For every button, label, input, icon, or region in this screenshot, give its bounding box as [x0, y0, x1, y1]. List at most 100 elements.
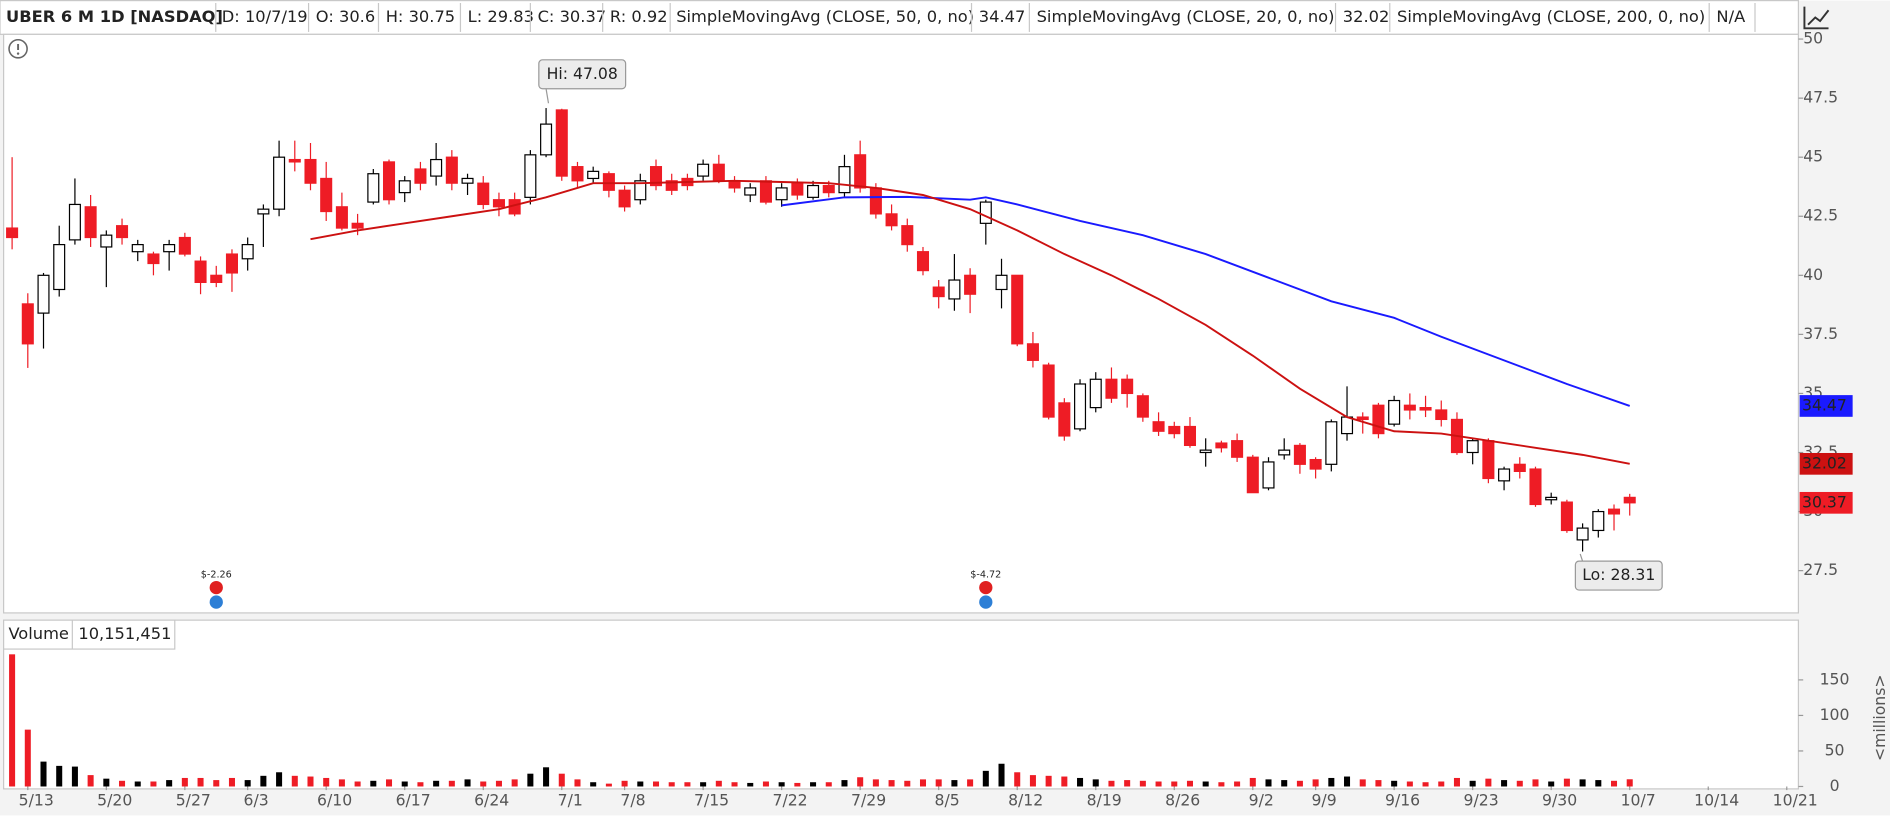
volume-bar — [134, 781, 141, 787]
sma-price-box — [1799, 395, 1853, 417]
volume-bar — [87, 775, 94, 787]
candle-body — [1482, 440, 1495, 480]
volume-bar — [1611, 780, 1618, 787]
dividend-icon[interactable] — [979, 595, 993, 609]
candle-body — [131, 243, 144, 253]
legend-value: 32.02 — [1343, 7, 1390, 26]
volume-bar — [1029, 775, 1036, 787]
volume-bar — [1234, 781, 1241, 787]
candle-body — [1058, 402, 1071, 437]
volume-bar — [1328, 777, 1335, 787]
candle-body — [838, 166, 851, 194]
close-price-label: 30.37 — [1802, 492, 1847, 511]
x-tick-label: 6/10 — [317, 790, 352, 809]
volume-bar — [1563, 778, 1570, 787]
candle-body — [1529, 468, 1542, 506]
candle-body — [697, 163, 710, 177]
candle-body — [68, 203, 81, 241]
volume-bar — [731, 782, 738, 787]
volume-axis-label: <millions> — [1870, 675, 1889, 762]
candle-body — [1293, 444, 1306, 465]
volume-bar — [40, 761, 47, 787]
volume-bar — [684, 782, 691, 787]
volume-bar — [1595, 780, 1602, 787]
candle-body — [1089, 378, 1102, 409]
candle-body — [492, 199, 505, 208]
candle-body — [618, 189, 631, 208]
y-tick-label: 42.5 — [1803, 206, 1838, 225]
x-tick-label: 6/24 — [474, 790, 509, 809]
candle-body — [1513, 463, 1526, 473]
x-tick-label: 8/19 — [1087, 790, 1122, 809]
volume-bar — [1218, 782, 1225, 787]
logo-frame — [1803, 6, 1829, 30]
volume-bar — [543, 767, 550, 787]
x-tick-label: 5/20 — [97, 790, 132, 809]
y-tick-label: 47.5 — [1803, 88, 1838, 107]
candle-body — [304, 158, 317, 184]
volume-bar — [9, 654, 16, 787]
earnings-icon[interactable] — [979, 580, 993, 595]
candle-body — [116, 225, 129, 239]
volume-bar — [119, 780, 126, 787]
candle-body — [1042, 364, 1055, 418]
x-tick-label: 7/29 — [851, 790, 886, 809]
candle-body — [194, 260, 207, 284]
callout-text: Lo: 28.31 — [1582, 565, 1655, 584]
x-tick-label: 9/30 — [1542, 790, 1577, 809]
volume-y-tick-label: 0 — [1830, 776, 1840, 795]
candle-body — [1607, 508, 1621, 515]
earnings-icon[interactable] — [209, 580, 223, 595]
volume-bar — [386, 779, 393, 787]
symbol: UBER 6 M 1D [NASDAQ] — [6, 7, 223, 26]
volume-bar — [904, 780, 911, 787]
candle-body — [822, 184, 835, 194]
candle-body — [288, 158, 301, 163]
volume-bar — [1249, 777, 1256, 787]
candle-body — [885, 213, 898, 227]
candle-body — [84, 206, 97, 239]
candle-body — [1121, 378, 1134, 395]
y-tick-label: 50 — [1803, 29, 1823, 48]
candle-body — [367, 173, 380, 203]
volume-bar — [323, 777, 330, 787]
volume-bar — [1485, 778, 1492, 787]
candle-body — [21, 303, 34, 345]
volume-bar — [998, 763, 1005, 787]
info-icon[interactable] — [8, 38, 28, 59]
candle-body — [1576, 527, 1589, 541]
info-icon-dot — [16, 52, 20, 55]
logo[interactable] — [1803, 6, 1830, 30]
candle-body — [649, 166, 663, 187]
legend-name: SimpleMovingAvg (CLOSE, 50, 0, no) — [676, 7, 974, 26]
volume-bar — [1548, 781, 1555, 787]
volume-bar — [213, 780, 220, 787]
candle-body — [225, 253, 238, 274]
candle-body — [257, 208, 270, 215]
candle-body — [1262, 461, 1275, 489]
candle-body — [1278, 449, 1291, 456]
dividend-icon[interactable] — [209, 595, 223, 609]
earnings-label: $-2.26 — [201, 569, 232, 580]
legend-value: 34.47 — [979, 7, 1026, 26]
volume-bar — [480, 781, 487, 787]
volume-bar — [56, 765, 63, 787]
x-tick-label: 5/13 — [19, 790, 54, 809]
candle-body — [1199, 449, 1212, 454]
candle-body — [728, 180, 741, 189]
candle-body — [1105, 378, 1118, 399]
volume-bar — [181, 777, 188, 787]
candle-body — [1026, 343, 1039, 361]
ohlc-label: C: 30.37 — [538, 7, 607, 26]
candle-body — [6, 227, 19, 239]
sma-line — [781, 195, 1631, 407]
volume-bar — [150, 781, 157, 787]
volume-bar — [291, 775, 298, 787]
volume-bar — [1061, 776, 1068, 787]
candle-body — [100, 234, 113, 248]
earnings-label: $-4.72 — [970, 569, 1001, 580]
candle-body — [791, 182, 804, 196]
volume-bar — [1186, 780, 1193, 787]
x-tick-label: 10/21 — [1773, 790, 1818, 809]
